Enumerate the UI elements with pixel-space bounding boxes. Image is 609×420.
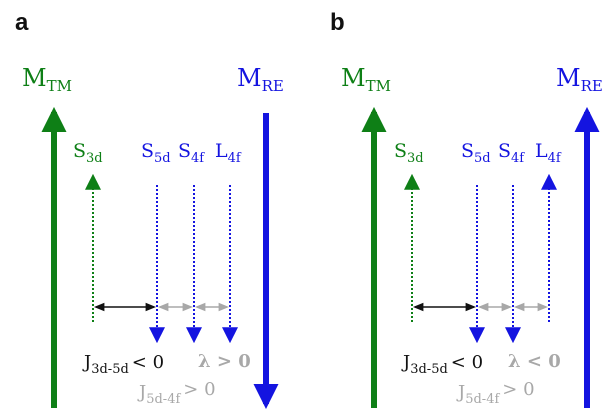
spin-label-l4f: L4f [215, 140, 242, 166]
m-re-label: MRE [556, 64, 603, 95]
spin-label-s3d: S3d [73, 140, 103, 166]
spin-label-s5d: S5d [461, 140, 491, 166]
spin-label-s4f: S4f [498, 140, 525, 166]
panel-b: b MTM MRE S3d S5d S4f L4f J3d-5d < 0 λ < … [330, 9, 603, 408]
lambda-label: λ < 0 [508, 351, 561, 372]
spin-label-s5d: S5d [141, 140, 171, 166]
panel-label: b [330, 9, 345, 36]
m-re-label: MRE [237, 64, 284, 95]
m-tm-label: MTM [341, 64, 391, 95]
lambda-label: λ > 0 [198, 351, 251, 372]
panel-a: a MTM MRE S3d S5d S4f L4f J3d-5d < 0 λ > … [15, 9, 284, 410]
coupling-label-3d5d: J3d-5d < 0 [401, 352, 483, 377]
spin-label-l4f: L4f [535, 140, 562, 166]
coupling-label-3d5d: J3d-5d < 0 [82, 352, 164, 377]
m-tm-label: MTM [22, 64, 72, 95]
coupling-label-5d4f: J5d-4f > 0 [137, 379, 216, 407]
coupling-label-5d4f: J5d-4f > 0 [456, 379, 535, 407]
spin-label-s3d: S3d [394, 140, 424, 166]
panel-label: a [15, 9, 29, 36]
spin-label-s4f: S4f [178, 140, 205, 166]
